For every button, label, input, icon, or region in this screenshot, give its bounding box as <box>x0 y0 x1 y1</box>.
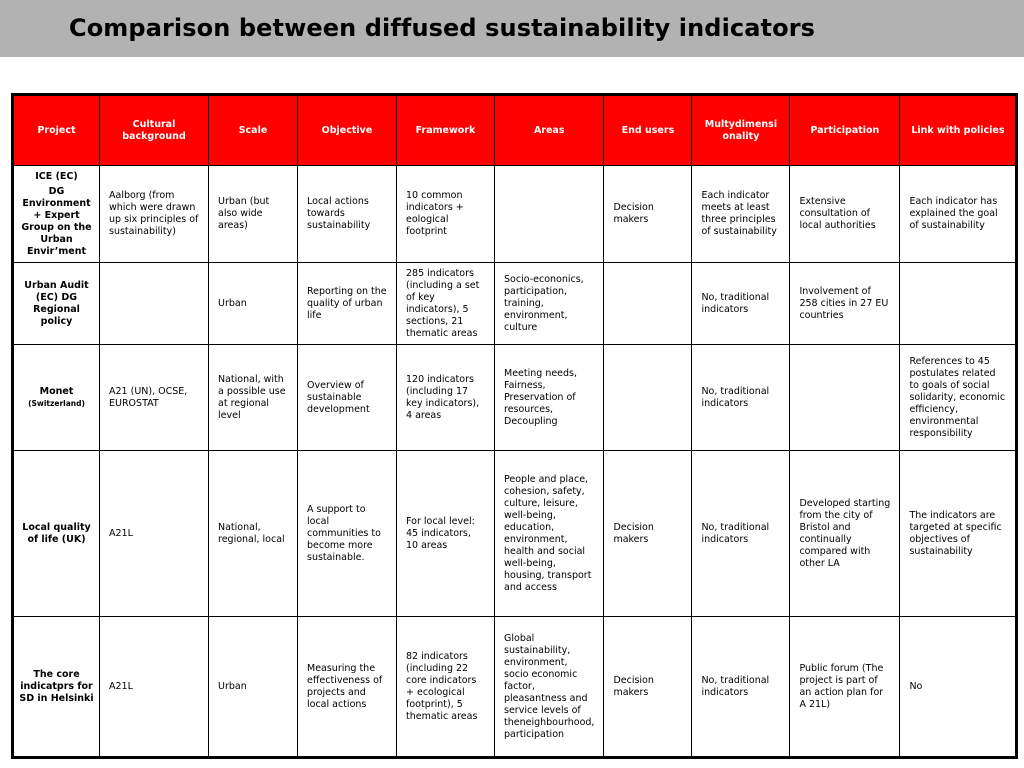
scale-cell: Urban <box>208 616 298 758</box>
framework-cell: 82 indicators (including 22 core indicat… <box>396 616 495 758</box>
comparison-table: Project Cultural background Scale Object… <box>11 93 1019 759</box>
cultural-cell: A21L <box>99 616 209 758</box>
end-users-cell: Decision makers <box>603 616 693 758</box>
participation-cell: Involvement of 258 cities in 27 EU count… <box>789 262 901 345</box>
header-scale: Scale <box>208 94 298 166</box>
cultural-cell: A21 (UN), OCSE, EUROSTAT <box>99 344 209 451</box>
areas-cell: Meeting needs, Fairness, Preservation of… <box>493 344 605 451</box>
multidimensionality-cell: Each indicator meets at least three prin… <box>691 165 791 263</box>
table-row: The core indicatprs for SD in Helsinki A… <box>12 616 1018 758</box>
scale-cell: National, regional, local <box>208 450 298 617</box>
scale-cell: National, with a possible use at regiona… <box>208 344 298 451</box>
multidimensionality-cell: No, traditional indicators <box>691 262 791 345</box>
table-row: ICE (EC) DG Environment + Expert Group o… <box>12 165 1018 263</box>
table-row: Monet (Switzerland) A21 (UN), OCSE, EURO… <box>12 344 1018 451</box>
multidimensionality-cell: No, traditional indicators <box>691 616 791 758</box>
header-participation: Participation <box>789 94 901 166</box>
header-multi-part2: onality <box>722 130 760 142</box>
table-row: Local quality of life (UK) A21L National… <box>12 450 1018 617</box>
project-cell: Monet (Switzerland) <box>12 344 100 451</box>
end-users-cell <box>603 344 693 451</box>
header-areas: Areas <box>493 94 605 166</box>
framework-cell: 10 common indicators + eological footpri… <box>396 165 495 263</box>
cultural-cell: Aalborg (from which were drawn up six pr… <box>99 165 209 263</box>
project-name: Monet <box>39 385 74 397</box>
participation-cell: Developed starting from the city of Bris… <box>789 450 901 617</box>
multidimensionality-cell: No, traditional indicators <box>691 450 791 617</box>
end-users-cell: Decision makers <box>603 165 693 263</box>
multidimensionality-cell: No, traditional indicators <box>691 344 791 451</box>
participation-cell: Extensive consultation of local authorit… <box>789 165 901 263</box>
title-bar <box>0 0 1024 57</box>
policies-cell: The indicators are targeted at specific … <box>899 450 1018 617</box>
areas-cell: Global sustainability, environment, soci… <box>493 616 605 758</box>
header-multydimensionality: Multydimensi onality <box>691 94 791 166</box>
participation-cell <box>789 344 901 451</box>
framework-cell: 285 indicators (including a set of key i… <box>396 262 495 345</box>
project-cell: ICE (EC) DG Environment + Expert Group o… <box>12 165 100 263</box>
framework-cell: For local level: 45 indicators, 10 areas <box>396 450 495 617</box>
cultural-cell: A21L <box>99 450 209 617</box>
table-row: Urban Audit (EC) DG Regional policy Urba… <box>12 262 1018 345</box>
policies-cell: Each indicator has explained the goal of… <box>899 165 1018 263</box>
project-subtitle: (Switzerland) <box>28 398 85 408</box>
areas-cell: People and place, cohesion, safety, cult… <box>493 450 605 617</box>
project-cell: Urban Audit (EC) DG Regional policy <box>12 262 100 345</box>
end-users-cell: Decision makers <box>603 450 693 617</box>
header-end-users: End users <box>603 94 693 166</box>
areas-cell: Socio-econonics, participation, training… <box>493 262 605 345</box>
framework-cell: 120 indicators (including 17 key indicat… <box>396 344 495 451</box>
objective-cell: Reporting on the quality of urban life <box>297 262 397 345</box>
project-cell: Local quality of life (UK) <box>12 450 100 617</box>
scale-cell: Urban (but also wide areas) <box>208 165 298 263</box>
policies-cell: No <box>899 616 1018 758</box>
header-objective: Objective <box>297 94 397 166</box>
header-row: Project Cultural background Scale Object… <box>12 94 1018 166</box>
cultural-cell <box>99 262 209 345</box>
scale-cell: Urban <box>208 262 298 345</box>
participation-cell: Public forum (The project is part of an … <box>789 616 901 758</box>
objective-cell: Measuring the effectiveness of projects … <box>297 616 397 758</box>
header-multi-part1: Multydimensi <box>704 118 778 130</box>
header-link-with-policies: Link with policies <box>899 94 1018 166</box>
end-users-cell <box>603 262 693 345</box>
areas-cell <box>493 165 605 263</box>
header-project: Project <box>12 94 100 166</box>
policies-cell <box>899 262 1018 345</box>
objective-cell: Overview of sustainable development <box>297 344 397 451</box>
objective-cell: A support to local communities to become… <box>297 450 397 617</box>
header-cultural-background: Cultural background <box>99 94 209 166</box>
project-name: ICE (EC) <box>35 171 78 182</box>
objective-cell: Local actions towards sustainability <box>297 165 397 263</box>
policies-cell: References to 45 postulates related to g… <box>899 344 1018 451</box>
header-framework: Framework <box>396 94 495 166</box>
page-title: Comparison between diffused sustainabili… <box>69 14 816 42</box>
project-cell: The core indicatprs for SD in Helsinki <box>12 616 100 758</box>
project-subtitle: DG Environment + Expert Group on the Urb… <box>21 186 92 257</box>
